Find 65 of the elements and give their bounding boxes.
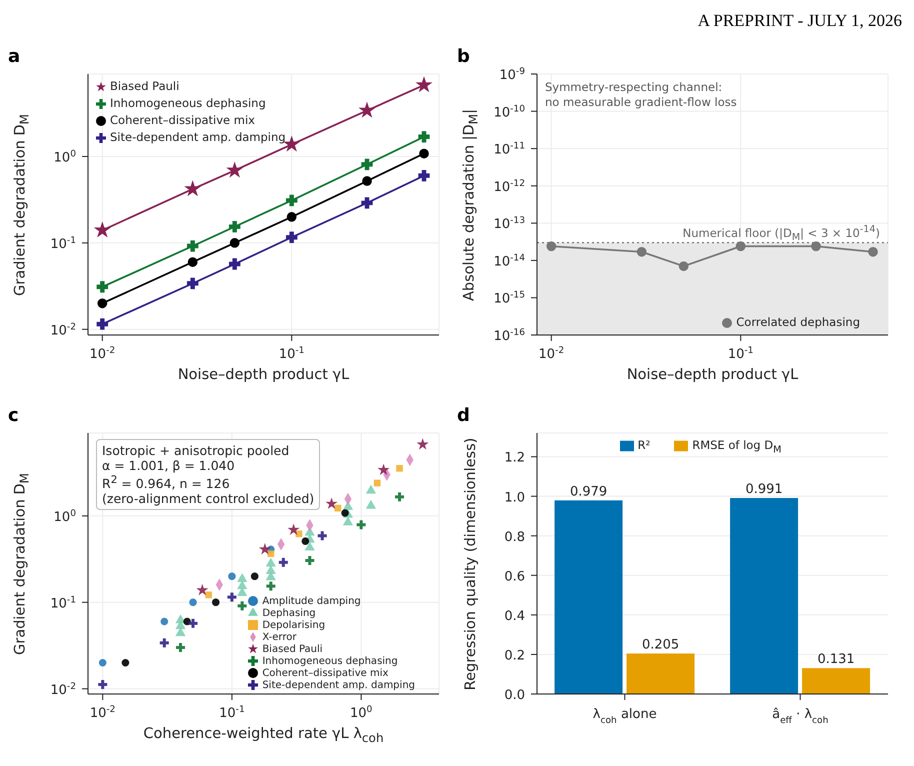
x-tick-label: 10$^{-2}$ (90, 346, 116, 362)
x-axis-title: Coherence-weighted rate γL λ$_{coh}$ (142, 726, 385, 745)
chart-title: a (8, 46, 20, 67)
x-axis-title: Noise–depth product γL (626, 367, 800, 383)
legend-label: Inhomogeneous dephasing (262, 656, 398, 667)
legend-label: Amplitude damping (262, 596, 361, 607)
legend-label: Coherent–dissipative mix (110, 113, 255, 127)
y-tick-label: 10$^{-12}$ (494, 178, 525, 195)
x-tick-label: 10$^{0}$ (350, 705, 373, 721)
x-tick-label: 10$^{-1}$ (219, 705, 245, 721)
y-tick-label: 0.0 (504, 688, 525, 703)
y-tick-label: 10$^{0}$ (54, 149, 76, 166)
x-tick-label: 10$^{-1}$ (278, 346, 304, 362)
y-tick-label: 10$^{-13}$ (494, 216, 526, 232)
legend-label: Site-dependent amp. damping (110, 130, 286, 144)
chart-title: b (457, 46, 470, 67)
data-label: 0.979 (570, 484, 608, 500)
bar (730, 498, 798, 694)
annotation: Isotropic + anisotropic pooled α = 1.001, β = 1.040 R$^{2}$ = 0.964, n = 126 (zero-alignment control excluded) (96, 439, 320, 510)
data-label: 0.991 (745, 482, 783, 498)
bar (802, 668, 870, 694)
x-tick-label: 10$^{-2}$ (90, 705, 116, 721)
legend-label: Site-dependent amp. damping (262, 680, 415, 691)
y-tick-label: 10$^{0}$ (54, 508, 76, 525)
x-tick-label: â$_{eff}$ · λ$_{coh}$ (772, 707, 828, 726)
y-tick-label: 0.6 (504, 569, 525, 584)
legend-label: Inhomogeneous dephasing (110, 96, 266, 110)
y-tick-label: 10$^{-14}$ (494, 253, 526, 270)
bar (554, 500, 623, 694)
annotation: Symmetry-respecting channel: no measurable gradient-flow loss (545, 80, 737, 110)
y-tick-label: 10$^{-2}$ (50, 322, 76, 338)
legend-label: Depolarising (262, 620, 326, 631)
data-label: 0.205 (642, 637, 680, 652)
y-tick-label: 10$^{-16}$ (494, 328, 526, 344)
y-tick-label: 10$^{-15}$ (494, 290, 525, 307)
chart-title: d (457, 405, 470, 426)
y-tick-label: 0.2 (504, 648, 525, 664)
y-tick-label: 10$^{-9}$ (499, 67, 526, 83)
y-tick-label: 10$^{-10}$ (494, 104, 526, 120)
chart-title: c (8, 405, 19, 426)
y-axis-title: Regression quality (dimensionless) (463, 437, 479, 690)
x-tick-label: 10$^{-1}$ (728, 346, 754, 362)
y-tick-label: 0.8 (504, 530, 525, 545)
ref-line-label: Numerical floor (|D$_{M}$| < 3 × 10$^{-14}$) (682, 224, 880, 243)
x-tick-label: 10$^{-2}$ (538, 346, 564, 362)
legend-label: R² (638, 438, 650, 452)
legend-label: Correlated dephasing (736, 315, 860, 329)
y-tick-label: 10$^{-1}$ (50, 236, 76, 252)
legend-label: X-error (262, 632, 296, 643)
legend-label: Coherent–dissipative mix (262, 668, 388, 679)
y-tick-label: 10$^{-2}$ (50, 682, 76, 698)
legend-label: Biased Pauli (110, 79, 180, 93)
text: A PREPRINT - JULY 1, 2026 (698, 11, 902, 30)
legend-label: Dephasing (262, 608, 316, 619)
x-tick-label: λ$_{coh}$ alone (592, 707, 657, 726)
y-tick-label: 10$^{-1}$ (50, 595, 76, 612)
legend-label: Biased Pauli (262, 644, 323, 655)
x-axis-title: Noise–depth product γL (176, 367, 350, 383)
y-tick-label: 10$^{-11}$ (494, 142, 525, 158)
y-tick-label: 0.4 (504, 608, 525, 624)
y-tick-label: 1.2 (504, 450, 525, 466)
y-tick-label: 1.0 (504, 490, 525, 506)
bar (626, 653, 695, 694)
legend-label: RMSE of log D$_{M}$ (692, 438, 782, 456)
data-label: 0.131 (817, 652, 855, 668)
